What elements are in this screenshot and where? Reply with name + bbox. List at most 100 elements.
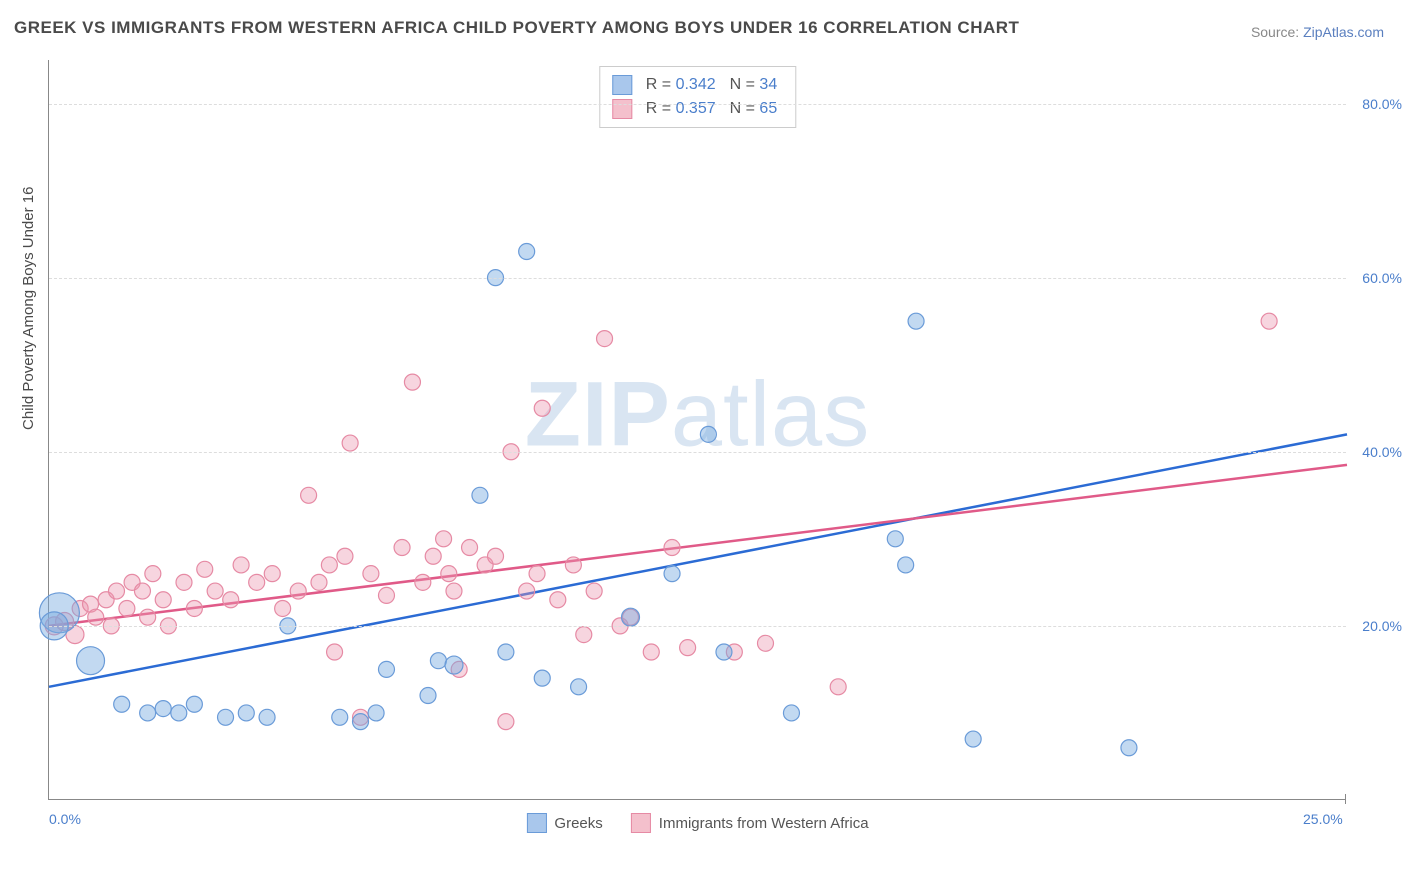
- data-point: [415, 574, 431, 590]
- data-point: [519, 244, 535, 260]
- data-point: [965, 731, 981, 747]
- plot-area: ZIPatlas R = 0.342N = 34R = 0.357N = 65 …: [48, 60, 1346, 800]
- data-point: [830, 679, 846, 695]
- data-point: [321, 557, 337, 573]
- y-tick-label: 20.0%: [1362, 618, 1402, 634]
- data-point: [430, 653, 446, 669]
- data-point: [88, 609, 104, 625]
- legend-swatch: [526, 813, 546, 833]
- data-point: [529, 566, 545, 582]
- data-point: [908, 313, 924, 329]
- data-point: [519, 583, 535, 599]
- data-point: [571, 679, 587, 695]
- data-point: [337, 548, 353, 564]
- data-point: [176, 574, 192, 590]
- data-point: [622, 608, 640, 626]
- data-point: [155, 701, 171, 717]
- plot-svg: [49, 60, 1346, 799]
- data-point: [441, 566, 457, 582]
- legend-label: Immigrants from Western Africa: [659, 815, 869, 832]
- data-point: [249, 574, 265, 590]
- data-point: [368, 705, 384, 721]
- data-point: [576, 627, 592, 643]
- data-point: [783, 705, 799, 721]
- data-point: [664, 566, 680, 582]
- y-tick-label: 40.0%: [1362, 444, 1402, 460]
- data-point: [145, 566, 161, 582]
- data-point: [140, 705, 156, 721]
- data-point: [472, 487, 488, 503]
- data-point: [1121, 740, 1137, 756]
- data-point: [394, 540, 410, 556]
- data-point: [327, 644, 343, 660]
- data-point: [664, 540, 680, 556]
- data-point: [597, 331, 613, 347]
- data-point: [887, 531, 903, 547]
- data-point: [1261, 313, 1277, 329]
- data-point: [332, 709, 348, 725]
- data-point: [197, 561, 213, 577]
- data-point: [643, 644, 659, 660]
- x-tick-label: 25.0%: [1303, 811, 1343, 827]
- data-point: [311, 574, 327, 590]
- data-point: [342, 435, 358, 451]
- y-axis-title: Child Poverty Among Boys Under 16: [20, 187, 37, 430]
- data-point: [462, 540, 478, 556]
- data-point: [378, 661, 394, 677]
- legend-swatch: [631, 813, 651, 833]
- data-point: [259, 709, 275, 725]
- data-point: [534, 670, 550, 686]
- data-point: [353, 714, 369, 730]
- data-point: [140, 609, 156, 625]
- source-attribution: Source: ZipAtlas.com: [1251, 24, 1384, 40]
- data-point: [404, 374, 420, 390]
- data-point: [264, 566, 280, 582]
- data-point: [301, 487, 317, 503]
- data-point: [290, 583, 306, 599]
- chart-container: GREEK VS IMMIGRANTS FROM WESTERN AFRICA …: [0, 0, 1406, 892]
- data-point: [445, 656, 463, 674]
- data-point: [716, 644, 732, 660]
- data-point: [700, 426, 716, 442]
- data-point: [186, 696, 202, 712]
- data-point: [498, 714, 514, 730]
- data-point: [498, 644, 514, 660]
- data-point: [898, 557, 914, 573]
- legend-item: Immigrants from Western Africa: [631, 813, 869, 833]
- data-point: [186, 600, 202, 616]
- series-legend: Greeks Immigrants from Western Africa: [526, 813, 868, 833]
- data-point: [171, 705, 187, 721]
- source-link[interactable]: ZipAtlas.com: [1303, 24, 1384, 40]
- data-point: [233, 557, 249, 573]
- data-point: [757, 635, 773, 651]
- data-point: [77, 647, 105, 675]
- data-point: [488, 548, 504, 564]
- data-point: [378, 587, 394, 603]
- data-point: [108, 583, 124, 599]
- source-label: Source:: [1251, 24, 1299, 40]
- data-point: [565, 557, 581, 573]
- data-point: [534, 400, 550, 416]
- legend-item: Greeks: [526, 813, 602, 833]
- data-point: [238, 705, 254, 721]
- data-point: [363, 566, 379, 582]
- gridline: [49, 452, 1346, 453]
- data-point: [425, 548, 441, 564]
- data-point: [218, 709, 234, 725]
- data-point: [134, 583, 150, 599]
- data-point: [207, 583, 223, 599]
- data-point: [436, 531, 452, 547]
- chart-title: GREEK VS IMMIGRANTS FROM WESTERN AFRICA …: [14, 18, 1019, 38]
- gridline: [49, 626, 1346, 627]
- legend-label: Greeks: [554, 815, 602, 832]
- data-point: [119, 600, 135, 616]
- data-point: [420, 688, 436, 704]
- trend-line: [49, 465, 1347, 626]
- gridline: [49, 278, 1346, 279]
- y-tick-label: 60.0%: [1362, 270, 1402, 286]
- data-point: [586, 583, 602, 599]
- data-point: [550, 592, 566, 608]
- x-tick-label: 0.0%: [49, 811, 81, 827]
- data-point: [275, 600, 291, 616]
- data-point: [155, 592, 171, 608]
